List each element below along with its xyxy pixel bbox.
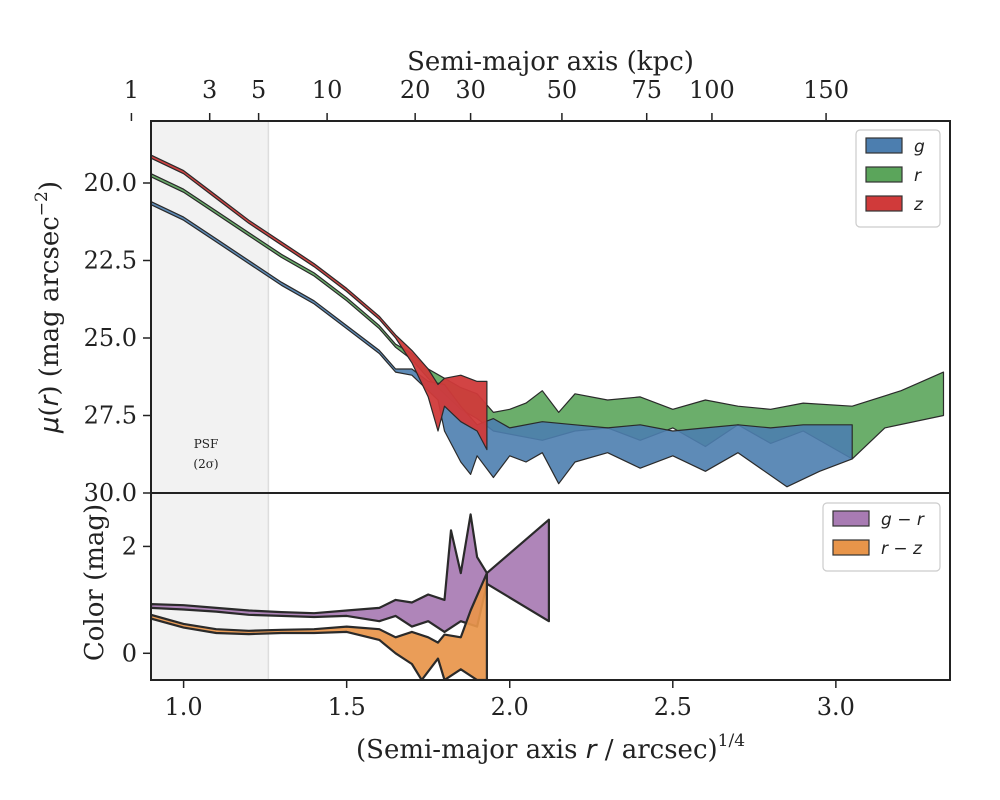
top-tick-label: 75 xyxy=(631,76,662,104)
legend-top-label: z xyxy=(913,195,924,215)
legend-top-label: r xyxy=(914,166,922,186)
y2-tick-label: 0 xyxy=(122,639,137,667)
surface-brightness-panel xyxy=(130,113,951,494)
y-tick-label: 27.5 xyxy=(84,402,137,430)
band-r-minus-z xyxy=(151,572,488,680)
top-tick-label: 50 xyxy=(547,76,578,104)
legend-top-swatch xyxy=(865,166,903,183)
legend-top-label: g xyxy=(914,137,925,157)
y-axis-title-part: −2 xyxy=(32,191,52,216)
x-axis-title-part: 1/4 xyxy=(718,731,745,751)
legend-bottom-swatch xyxy=(832,510,870,527)
band-z xyxy=(151,154,488,451)
top-tick-label: 5 xyxy=(251,76,266,104)
y-axis-title-part: ) xyxy=(35,181,65,191)
y-axis-title: μ(r) (mag arcsec−2) xyxy=(32,181,65,434)
top-tick-label: 150 xyxy=(803,76,849,104)
top-tick-label: 3 xyxy=(202,76,217,104)
x-axis-title: (Semi-major axis r / arcsec)1/4 xyxy=(356,731,745,765)
band-r xyxy=(151,173,945,460)
x-tick-label: 1.5 xyxy=(328,693,366,721)
psf-shaded-region-bottom xyxy=(151,493,269,680)
psf-label: PSF xyxy=(194,437,219,451)
y2-axis-title: Color (mag) xyxy=(80,504,110,661)
bottom-panel-frame xyxy=(150,492,951,681)
x-tick-label: 2.5 xyxy=(654,693,692,721)
top-axis-title: Semi-major axis (kpc) xyxy=(407,47,694,77)
y-axis-title-part: μ xyxy=(35,416,65,434)
x-axis-title-part: / arcsec) xyxy=(596,735,717,765)
top-tick-label: 100 xyxy=(689,76,735,104)
x-axis-title-part: (Semi-major axis xyxy=(356,735,586,765)
axes-text: 20.022.525.027.530.01 3 5 10 20 30 50 75 100 1500… xyxy=(32,47,941,765)
y-tick-label: 22.5 xyxy=(84,247,137,275)
x-tick-label: 3.0 xyxy=(817,693,855,721)
top-tick-label: 20 xyxy=(400,76,431,104)
y-axis-title-part: ) (mag arcsec xyxy=(35,216,65,395)
x-axis-title-part: r xyxy=(586,735,599,765)
top-tick-label: 1 xyxy=(124,76,139,104)
psf-label-sigma: (2σ) xyxy=(193,457,218,471)
legend-top-swatch xyxy=(865,137,903,154)
band-g-minus-r xyxy=(151,513,550,633)
legend-bottom-label: g − r xyxy=(881,510,925,530)
legend-bottom-swatch xyxy=(832,539,870,556)
legend-top-swatch xyxy=(865,195,903,212)
y-axis-title-part: r xyxy=(35,393,65,406)
y-axis-title-part: ( xyxy=(35,406,65,416)
x-tick-label: 1.0 xyxy=(165,693,203,721)
top-tick-label: 10 xyxy=(312,76,343,104)
y2-tick-label: 2 xyxy=(122,532,137,560)
y-tick-label: 30.0 xyxy=(84,479,137,507)
x-tick-label: 2.0 xyxy=(491,693,529,721)
legend-bottom-label: r − z xyxy=(881,539,923,559)
y-tick-label: 20.0 xyxy=(84,169,137,197)
y-tick-label: 25.0 xyxy=(84,324,137,352)
top-tick-label: 30 xyxy=(455,76,486,104)
color-panel xyxy=(143,492,951,688)
